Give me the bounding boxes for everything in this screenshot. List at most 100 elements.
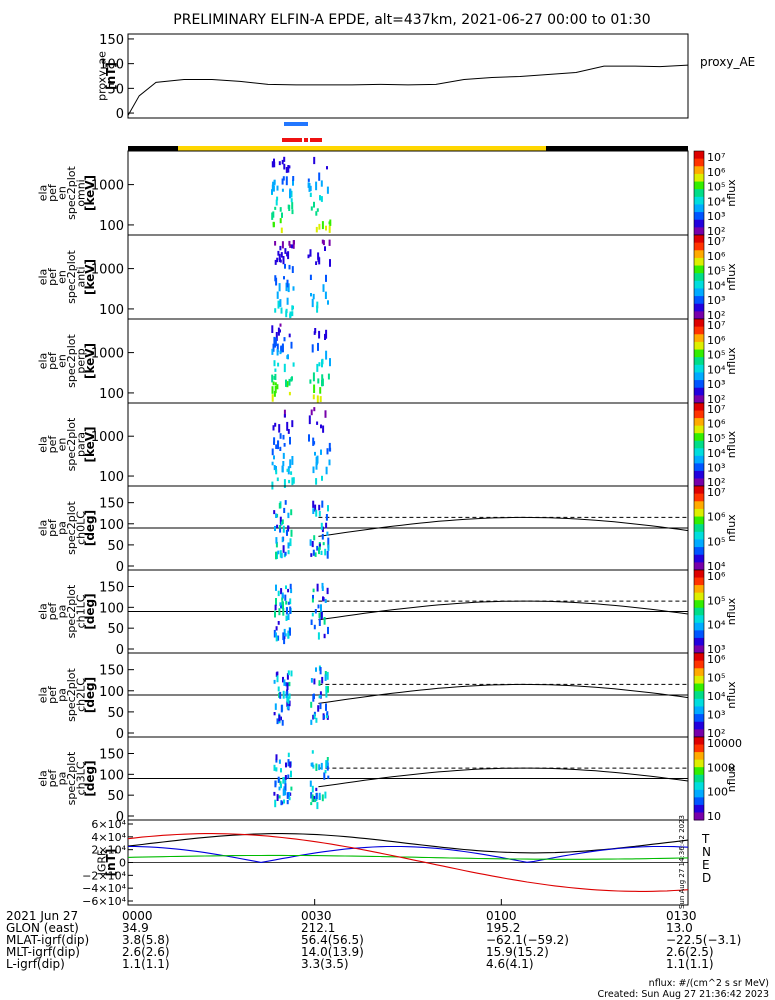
- spectrogram-pixel: [318, 792, 321, 800]
- spectrogram-pixel: [317, 632, 320, 640]
- loss-cone-line: [318, 516, 689, 537]
- spectrogram-pixel: [274, 308, 277, 313]
- spectrogram-pixel: [328, 442, 331, 452]
- spectrogram-pixel: [311, 298, 314, 308]
- ytick-label: 100: [99, 601, 124, 616]
- spectrogram-pixel: [315, 226, 318, 233]
- side-stamp: Sun Aug 27 14:36:42 2023: [678, 815, 686, 909]
- science-zone-gap: [308, 138, 310, 142]
- spectrogram-pixel: [310, 619, 313, 625]
- colorbar-segment: [694, 789, 704, 795]
- spectrogram-pixel: [322, 596, 324, 601]
- spectrogram-pixel: [285, 762, 287, 768]
- ylabel-line: [keV]: [83, 426, 97, 462]
- ylabel-line: spec2plot: [65, 334, 78, 388]
- spectrogram-pixel: [273, 764, 276, 771]
- spectrogram-pixel: [324, 791, 327, 799]
- colorbar-tick-label: 10³: [707, 461, 725, 474]
- colorbar-tick-label: 10⁶: [707, 334, 726, 347]
- spectrogram-pixel: [289, 598, 292, 605]
- footer-value: 0030: [301, 909, 332, 923]
- spectrogram-pixel: [277, 776, 280, 783]
- colorbar-segment: [694, 334, 704, 339]
- colorbar-segment: [694, 577, 704, 582]
- spectrogram-pixel: [320, 196, 323, 202]
- spectrogram-pixel: [287, 165, 290, 173]
- colorbar-tick-label: 1000: [707, 761, 735, 774]
- ylabel-line: ch2LC: [74, 678, 87, 712]
- spectrogram-pixel: [329, 219, 332, 226]
- spectrogram-pixel: [289, 583, 292, 589]
- units-note: nflux: #/(cm^2 s sr MeV): [648, 978, 769, 989]
- spectrogram-pixel: [280, 604, 282, 609]
- spectrogram-pixel: [326, 760, 329, 766]
- spectrogram-pixel: [280, 783, 282, 789]
- spectrogram-pixel: [326, 166, 328, 170]
- spectrogram-pixel: [274, 275, 277, 282]
- spectrogram-pixel: [317, 256, 320, 263]
- colorbar-segment: [694, 808, 704, 813]
- spectrogram-pixel: [277, 550, 280, 555]
- colorbar-segment: [694, 444, 704, 449]
- spectrogram-pixel: [284, 263, 286, 268]
- spectrogram-pixel: [316, 802, 319, 810]
- spectrogram-pixel: [286, 682, 289, 690]
- spectrogram-pixel: [322, 425, 325, 433]
- colorbar-segment: [694, 474, 704, 479]
- spectrogram-pixel: [277, 250, 280, 256]
- spectrogram-pixel: [279, 329, 281, 333]
- colorbar-segment: [694, 395, 704, 400]
- ylabel-line: pa: [55, 521, 68, 535]
- colorbar-segment: [694, 626, 704, 631]
- spectrogram-pixel: [271, 325, 274, 333]
- spectrogram-pixel: [279, 516, 282, 524]
- spectrogram-pixel: [278, 786, 281, 791]
- footer-value: 0000: [122, 909, 153, 923]
- ytick-label: 100: [99, 518, 124, 533]
- spectrogram-pixel: [285, 167, 288, 173]
- spectrogram-pixel: [271, 161, 274, 168]
- ylabel-line: ela: [36, 687, 49, 704]
- spectrogram-pixel: [290, 588, 293, 594]
- spectrogram-pixel: [311, 598, 314, 603]
- colorbar-label: nflux: [725, 764, 738, 792]
- panel-ylabel: IGRF[nT]: [95, 849, 118, 877]
- spectrogram-pixel: [309, 379, 312, 384]
- spectrogram-pixel: [285, 176, 288, 186]
- spectrogram-pixel: [326, 671, 329, 680]
- colorbar-segment: [694, 204, 704, 209]
- spectrogram-pixel: [276, 718, 279, 725]
- spectrogram-pixel: [312, 500, 315, 508]
- spectrogram-pixel: [283, 479, 286, 488]
- colorbar-segment: [694, 630, 704, 635]
- spectrogram-pixel: [307, 254, 310, 259]
- spectrogram-pixel: [327, 300, 329, 305]
- colorbar-segment: [694, 588, 704, 594]
- spectrogram-pixel: [315, 717, 318, 723]
- spectrogram-pixel: [288, 792, 291, 798]
- spectrogram-pixel: [275, 199, 278, 206]
- colorbar-label: nflux: [725, 347, 738, 375]
- spectrogram-pixel: [281, 519, 284, 525]
- panel-frame: [127, 234, 689, 320]
- colorbar-segment: [694, 793, 704, 798]
- spectrogram-pixel: [315, 792, 318, 800]
- spectrogram-pixel: [274, 206, 277, 210]
- colorbar-segment: [694, 505, 704, 510]
- spectrogram-pixel: [275, 541, 278, 548]
- spectrogram-pixel: [280, 768, 282, 773]
- spectrogram-pixel: [289, 761, 292, 768]
- ylabel-line: pa: [55, 605, 68, 619]
- spectrogram-pixel: [271, 348, 274, 355]
- spectrogram-pixel: [278, 795, 281, 799]
- colorbar-segment: [694, 493, 704, 498]
- spectrogram-pixel: [311, 785, 314, 793]
- spectrogram-pixel: [324, 769, 327, 774]
- ytick-label: −6×10⁴: [82, 895, 126, 908]
- spectrogram-pixel: [277, 440, 279, 450]
- spectrogram-pixel: [278, 692, 281, 698]
- colorbar-segment: [694, 459, 704, 464]
